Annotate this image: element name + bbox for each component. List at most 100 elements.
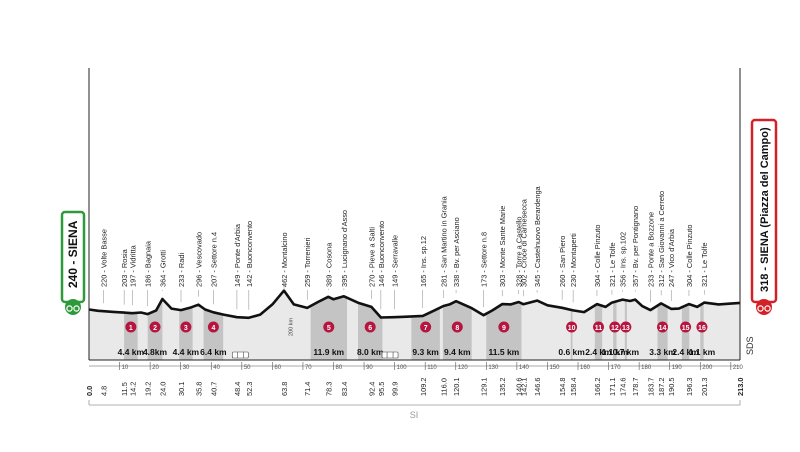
climb-label: 247 - Vico d'Arbia <box>667 228 676 287</box>
finish-label: 318 - SIENA (Piazza del Campo) <box>759 127 771 292</box>
profile-line <box>88 289 741 320</box>
climb-label: 304 - Colle Pinzuto <box>685 225 694 287</box>
km-mark-label: 116.0 <box>440 378 449 396</box>
km-mark-label: 4.8 <box>100 386 109 396</box>
sector-number: 13 <box>622 325 630 332</box>
km-mark-label: 40.7 <box>209 382 218 396</box>
sector-badge <box>420 321 432 333</box>
km-mark-label: 109.2 <box>419 378 428 397</box>
climb-label: 233 - Radi <box>177 253 186 287</box>
km-mark-label: 14.2 <box>128 382 137 396</box>
km-mark-label: 71.4 <box>303 382 312 396</box>
sector-badge <box>609 321 621 333</box>
km-mark-label: 190.5 <box>667 378 676 397</box>
footer-label: SI <box>410 410 419 420</box>
sector-labels: 4.4 km4.8km 4.4 km 6.4 km 11.9 km 8.0 km 9.3 … <box>118 347 716 357</box>
sprint-marker <box>381 351 399 359</box>
start-badge: 240 - SIENA <box>60 210 86 315</box>
km-mark-label: 187.2 <box>657 378 666 397</box>
climb-label: 149 - Serravalle <box>390 235 399 287</box>
sector-area <box>411 307 440 360</box>
climb-label: 321 - Le Tolfe <box>608 242 617 287</box>
km-mark-label: 146.6 <box>533 378 542 397</box>
climb-label: 230 - Montaperti <box>569 233 578 287</box>
sector-badge <box>498 321 510 333</box>
axis-tick-label: 10 <box>122 365 129 371</box>
sector-length: 4.4 km <box>118 347 145 357</box>
sterrato-sectors: 1 2 3 4 5 6 7 8 9 10 11 12 13 14 15 16 <box>124 296 708 360</box>
extras: 200 km <box>231 318 399 359</box>
sector-badge <box>149 321 161 333</box>
axis-tick-label: 130 <box>488 365 499 371</box>
axis-tick-label: 80 <box>336 365 343 371</box>
axis-tick-label: 20 <box>152 365 159 371</box>
finish-badge: 318 - SIENA (Piazza del Campo) <box>750 118 778 315</box>
axis-tick-label: 50 <box>244 365 251 371</box>
climb-label: 338 - Bv. per Asciano <box>452 217 461 287</box>
km-mark-label: 120.1 <box>452 378 461 397</box>
sector-number: 10 <box>568 325 576 332</box>
sector-badge <box>125 321 137 333</box>
sector-badge <box>566 321 578 333</box>
sector-length: 0.6 km <box>558 347 585 357</box>
climb-label: 303 - Monte Sante Marie <box>498 206 507 287</box>
km-mark-label: 201.3 <box>700 378 709 397</box>
km-mark-label: 135.2 <box>498 378 507 397</box>
km-mark-label: 178.7 <box>631 378 640 397</box>
sector-number: 14 <box>659 325 667 332</box>
km-mark-label: 52.3 <box>245 382 254 396</box>
sector-length: 2.4 km <box>672 347 699 357</box>
km-mark-label: 213.0 <box>736 378 745 397</box>
sector-badge <box>657 321 669 333</box>
profile-outline <box>88 289 741 320</box>
sector-badge <box>680 321 692 333</box>
sector-area <box>203 308 224 360</box>
footer-brace <box>88 400 741 406</box>
km-mark-label: 48.4 <box>233 382 242 396</box>
sector-length: 4.4 km <box>173 347 200 357</box>
sector-length: 1.1 km <box>689 347 716 357</box>
climb-label: 462 - Montalcino <box>280 232 289 287</box>
sector-number: 3 <box>184 325 188 332</box>
climb-label: 149 - Ponte d'Arbia <box>233 223 242 287</box>
sector-badge <box>592 321 604 333</box>
sprint-marker <box>231 351 249 359</box>
sector-badge <box>364 321 376 333</box>
km-mark-label: 78.3 <box>324 382 333 396</box>
sector-length: 1.1 km <box>602 347 629 357</box>
km-mark-label: 142.1 <box>519 378 528 397</box>
climb-label: 270 - Pieve a Salti <box>367 227 376 287</box>
km-axis: 10 20 30 40 50 60 70 80 90 100 110 120 130 140 150 160 1… <box>85 362 745 396</box>
climb-label: 173 - Settore n.8 <box>480 232 489 287</box>
axis-tick-label: 90 <box>366 365 373 371</box>
climb-label: 328 - Torre a Castello <box>515 216 524 287</box>
climb-label: 233 - Ponte a Bozzone <box>646 212 655 287</box>
climb-label: 345 - Castelnuovo Berardenga <box>533 185 542 287</box>
sector-number: 7 <box>424 325 428 332</box>
climb-label: 207 - Settore n.4 <box>209 232 218 287</box>
climb-label: 296 - Vescovado <box>194 232 203 287</box>
axis-tick-label: 60 <box>274 365 281 371</box>
sector-badge <box>620 321 632 333</box>
axis-tick-label: 210 <box>733 365 744 371</box>
km-mark-label: 24.0 <box>158 382 167 396</box>
climb-label: 312 - San Giovanni a Cerreto <box>657 191 666 287</box>
sector-number: 15 <box>682 325 690 332</box>
feed-zone-label: 200 km <box>289 318 295 336</box>
km-mark-label: 95.5 <box>377 382 386 396</box>
axis-tick-label: 140 <box>519 365 530 371</box>
sector-length: 8.0 km <box>357 347 384 357</box>
axis-tick-label: 200 <box>702 365 713 371</box>
km-mark-label: 83.4 <box>340 382 349 396</box>
km-mark-label: 0.0 <box>85 386 94 396</box>
km-mark-label: 19.2 <box>144 382 153 396</box>
chart-frame <box>88 68 741 361</box>
climb-label: 357 - Bv. per Pontignano <box>631 206 640 287</box>
km-mark-label: 174.6 <box>619 378 628 397</box>
axis-tick-label: 160 <box>580 365 591 371</box>
axis-tick-label: 180 <box>641 365 652 371</box>
sector-length: 11.9 km <box>313 347 344 357</box>
sector-badge <box>180 321 192 333</box>
climb-labels: 220 - Volte Basse 203 - Rosia 197 - Vidrit… <box>100 185 709 310</box>
